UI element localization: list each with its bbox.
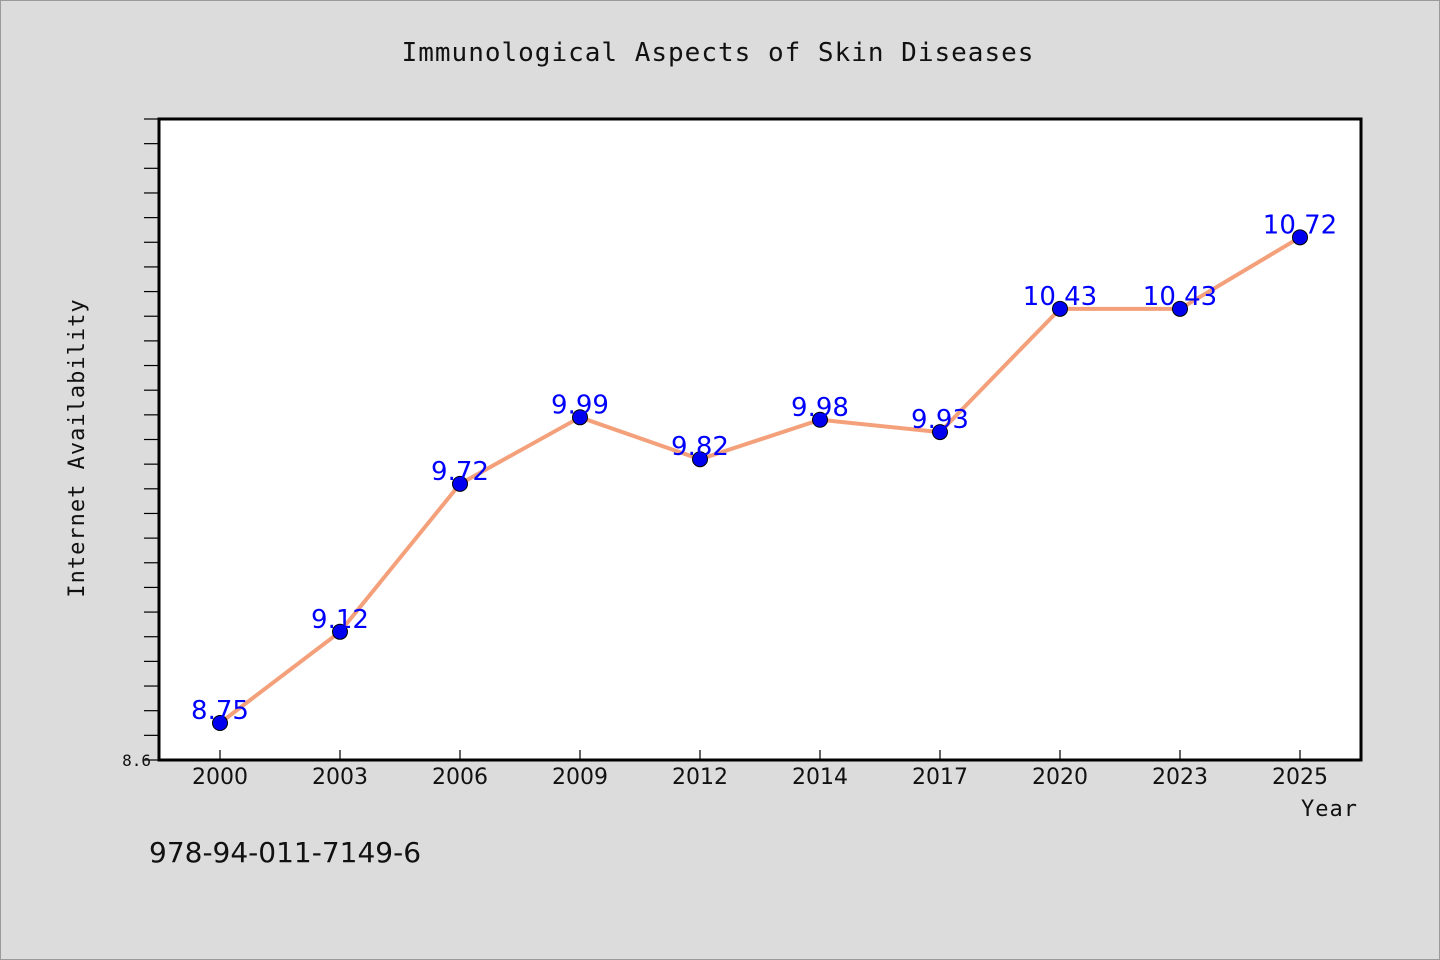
- data-point[interactable]: [212, 715, 228, 732]
- y-axis-ticks: 8.6: [122, 118, 159, 770]
- x-tick-label: 2014: [792, 765, 848, 790]
- data-label: 9.99: [551, 390, 609, 420]
- x-tick-label: 2003: [312, 765, 368, 790]
- x-tick-label: 2020: [1032, 765, 1088, 790]
- data-point[interactable]: [332, 623, 348, 640]
- data-point[interactable]: [572, 409, 588, 426]
- data-point[interactable]: [1172, 300, 1188, 317]
- data-point[interactable]: [692, 451, 708, 468]
- x-tick-label: 2017: [912, 765, 968, 790]
- data-label: 10.43: [1143, 282, 1217, 312]
- plot-area: [157, 117, 1363, 762]
- y-axis-label: Internet Availability: [65, 298, 90, 597]
- x-axis-ticks: 2000 2003 2006 2009 2012 2014 2017 2020 2023 2025: [192, 750, 1328, 790]
- x-tick-label: 2023: [1152, 765, 1208, 790]
- y-tick-label: 8.6: [122, 751, 151, 770]
- data-label: 9.93: [911, 405, 969, 435]
- data-label: 9.98: [791, 393, 849, 423]
- x-tick-label: 2025: [1272, 765, 1328, 790]
- x-tick-label: 2009: [552, 765, 608, 790]
- data-label: 10.43: [1023, 282, 1097, 312]
- isbn-text: 978-94-011-7149-6: [149, 836, 421, 869]
- data-label: 10.72: [1263, 210, 1337, 240]
- data-label: 9.82: [671, 432, 729, 462]
- data-label: 8.75: [191, 696, 249, 726]
- chart-title: Immunological Aspects of Skin Diseases: [402, 38, 1035, 68]
- series-line: [218, 235, 1302, 725]
- data-label: 9.12: [311, 605, 369, 635]
- x-tick-label: 2000: [192, 765, 248, 790]
- data-point[interactable]: [1292, 229, 1308, 246]
- data-label: 9.72: [431, 457, 489, 487]
- x-tick-label: 2006: [432, 765, 488, 790]
- series-layer: 8.75 9.12 9.72 9.99 9.82 9.98 9.93 10.43 10.43 10…: [191, 210, 1337, 732]
- data-point[interactable]: [452, 475, 468, 492]
- x-tick-label: 2012: [672, 765, 728, 790]
- x-axis-label: Year: [1301, 797, 1358, 822]
- data-point[interactable]: [1052, 300, 1068, 317]
- data-point[interactable]: [932, 424, 948, 441]
- data-point[interactable]: [812, 411, 828, 428]
